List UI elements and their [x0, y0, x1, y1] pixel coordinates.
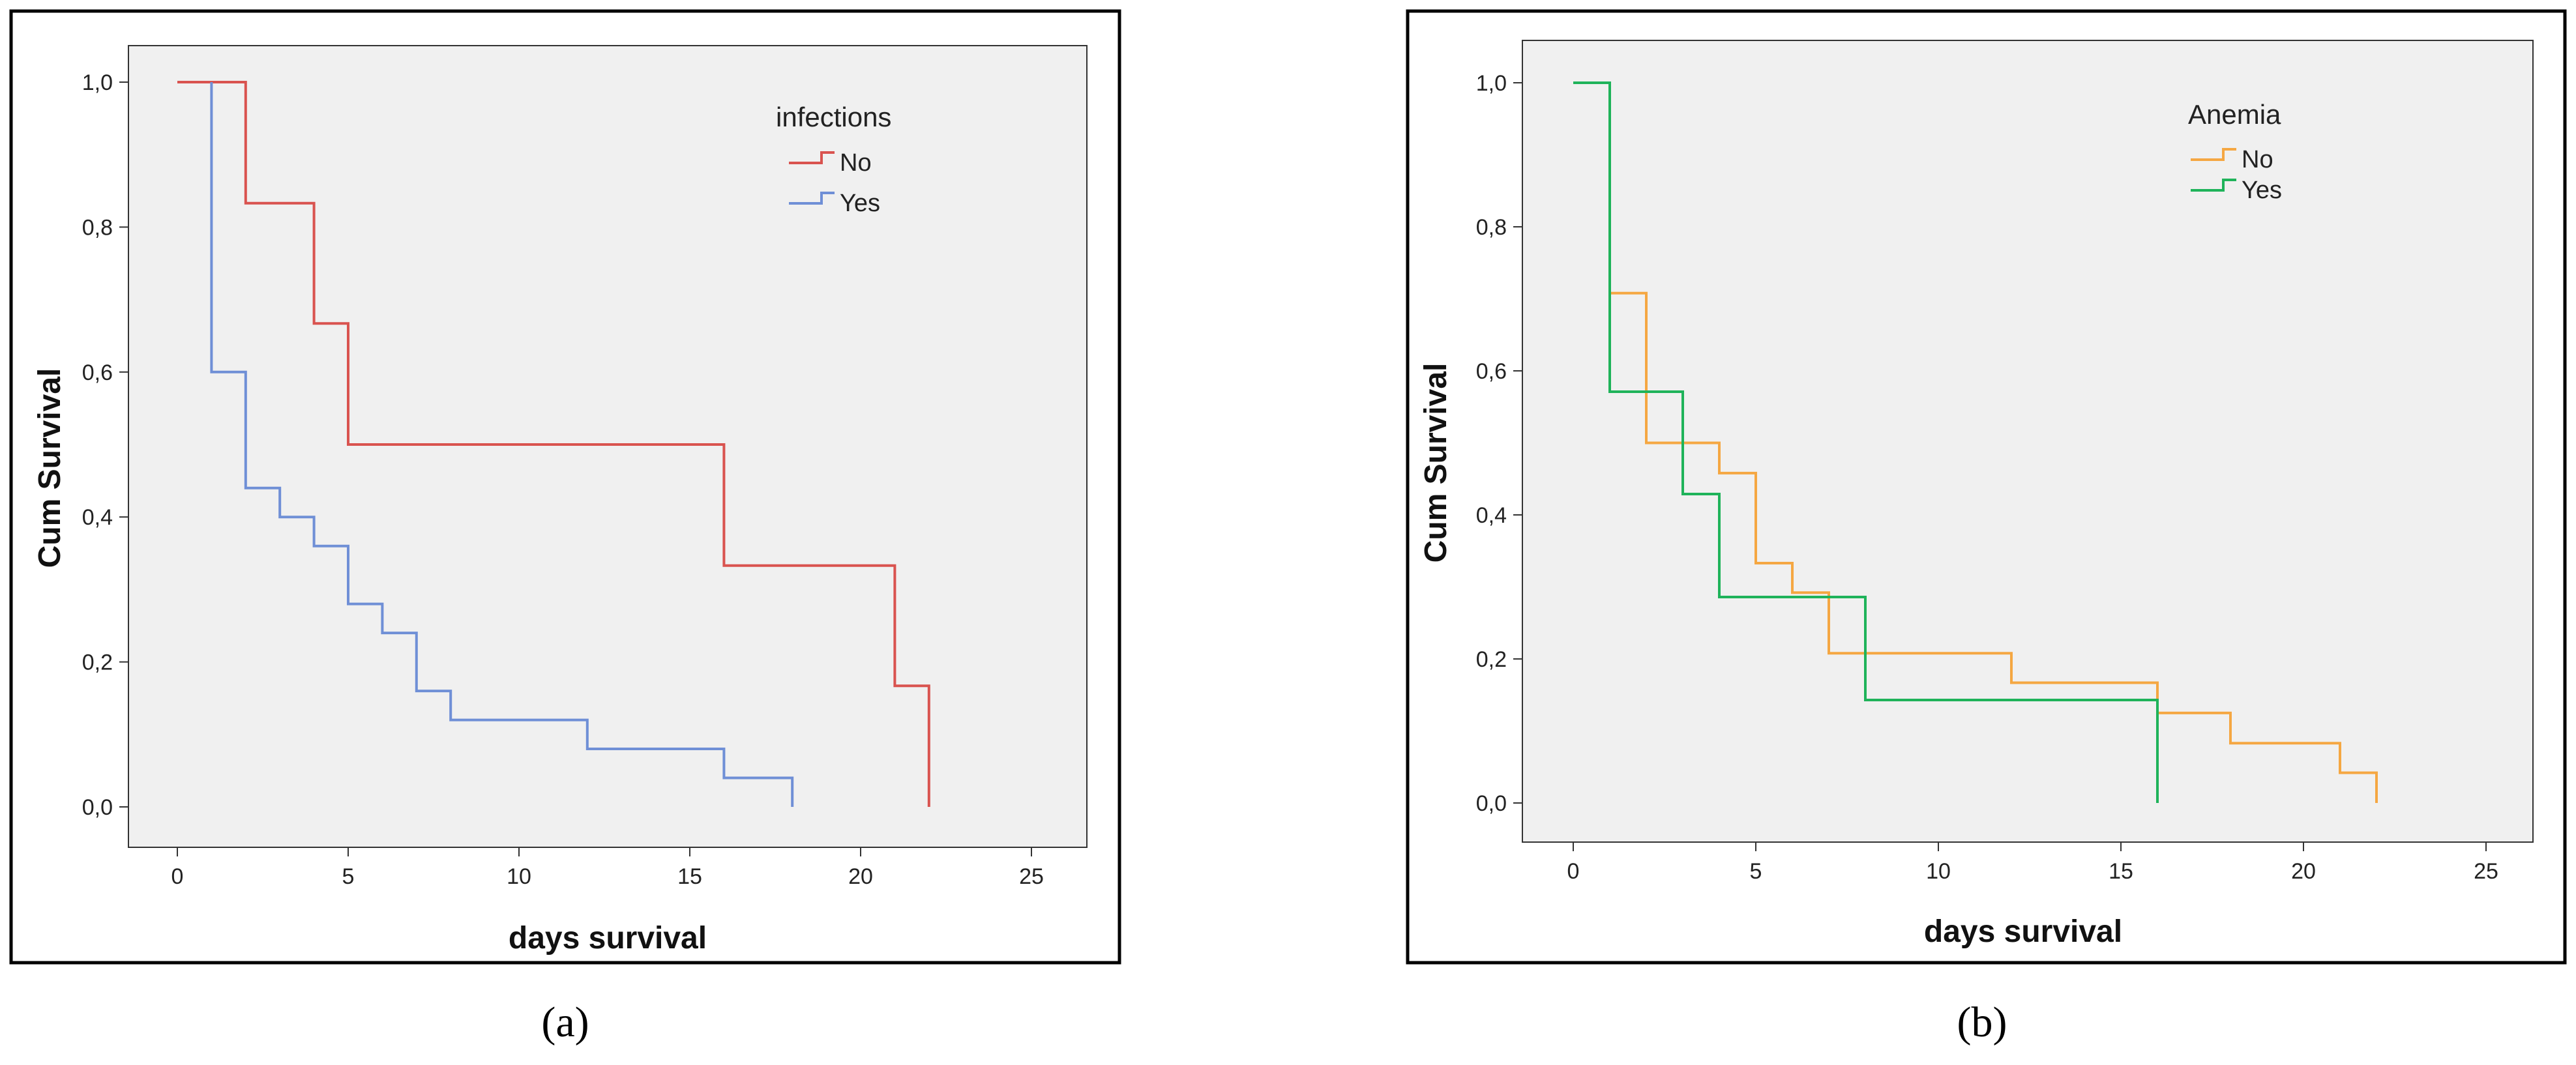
y-tick-label: 0,0: [1476, 791, 1507, 816]
y-tick-label: 0,4: [82, 505, 113, 530]
y-tick-label: 0,6: [82, 360, 113, 385]
y-tick-label: 0,4: [1476, 503, 1507, 528]
series-line-yes: [1573, 81, 2159, 803]
x-tick-label: 15: [2109, 859, 2133, 884]
y-tick-label: 1,0: [82, 70, 113, 95]
legend-label-no: No: [2242, 146, 2273, 173]
legend-swatch-no: [789, 151, 835, 164]
y-tick-label: 1,0: [1476, 71, 1507, 96]
y-tick-label: 0,0: [82, 795, 113, 820]
panel-caption: (b): [1957, 999, 2007, 1046]
legend-title: infections: [776, 102, 891, 132]
series-line-no: [177, 81, 930, 807]
y-tick-label: 0,6: [1476, 359, 1507, 384]
legend-label-yes: Yes: [840, 190, 880, 217]
y-tick-label: 0,2: [82, 650, 113, 675]
x-axis-title: days survival: [1924, 914, 2122, 949]
x-tick-label: 10: [507, 864, 531, 889]
series-line-yes: [210, 82, 794, 807]
plot-area: [1522, 40, 2534, 843]
y-axis-title: Cum Survival: [1419, 363, 1453, 563]
x-tick-label: 20: [2291, 859, 2316, 884]
y-tick-label: 0,8: [1476, 215, 1507, 240]
y-axis-title: Cum Survival: [33, 368, 67, 568]
legend-swatch-no: [2191, 148, 2236, 161]
x-tick-label: 0: [1567, 859, 1580, 884]
plot-area: [128, 45, 1088, 848]
legend-title: Anemia: [2188, 99, 2281, 130]
x-tick-label: 20: [848, 864, 873, 889]
legend-label-yes: Yes: [2242, 177, 2282, 204]
legend-label-no: No: [840, 149, 872, 177]
panel-caption: (a): [541, 999, 589, 1046]
x-tick-label: 25: [2474, 859, 2498, 884]
y-tick-label: 0,2: [1476, 647, 1507, 672]
legend-swatch-yes: [2191, 179, 2236, 192]
legend-swatch-yes: [789, 192, 835, 205]
x-axis-title: days survival: [509, 921, 707, 956]
x-tick-label: 15: [677, 864, 702, 889]
x-tick-label: 5: [1750, 859, 1762, 884]
y-tick-label: 0,8: [82, 215, 113, 240]
x-tick-label: 25: [1019, 864, 1044, 889]
x-tick-label: 0: [171, 864, 184, 889]
x-tick-label: 10: [1926, 859, 1951, 884]
x-tick-label: 5: [342, 864, 355, 889]
